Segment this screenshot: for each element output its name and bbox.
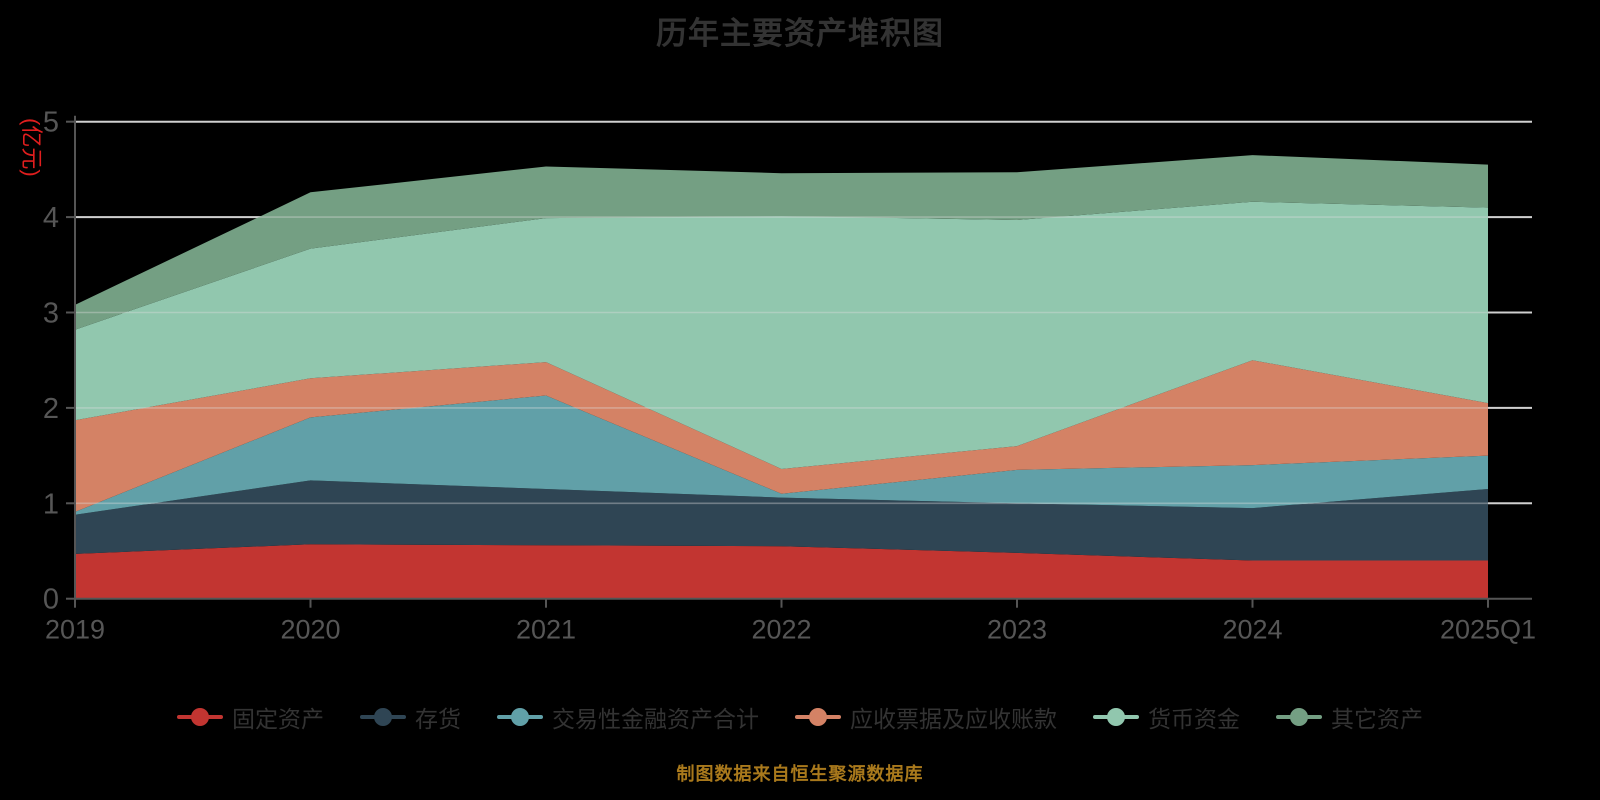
legend-label: 固定资产 (232, 706, 324, 732)
x-tick-label: 2020 (280, 615, 340, 645)
x-tick-label: 2021 (516, 615, 576, 645)
legend-item-5[interactable]: 其它资产 (1276, 700, 1423, 734)
legend-marker-icon (177, 708, 223, 726)
legend-marker-icon (1093, 708, 1139, 726)
legend-item-0[interactable]: 固定资产 (177, 700, 324, 734)
legend-label: 货币资金 (1148, 706, 1240, 732)
legend-marker-icon (1276, 708, 1322, 726)
x-tick-label: 2023 (987, 615, 1047, 645)
legend-label: 应收票据及应收账款 (850, 706, 1057, 732)
y-tick-label: 4 (43, 202, 59, 234)
x-tick-label: 2019 (45, 615, 105, 645)
series-area-0 (75, 544, 1488, 599)
legend-item-1[interactable]: 存货 (360, 700, 461, 734)
legend-marker-icon (497, 708, 543, 726)
x-tick-label: 2022 (751, 615, 811, 645)
series-area-1 (75, 480, 1488, 561)
legend-item-2[interactable]: 交易性金融资产合计 (497, 700, 759, 734)
legend-label: 存货 (415, 706, 461, 732)
legend-label: 交易性金融资产合计 (552, 706, 759, 732)
series-area-3 (75, 360, 1488, 512)
y-tick-label: 1 (43, 488, 59, 520)
data-source-note: 制图数据来自恒生聚源数据库 (676, 764, 924, 784)
x-tick-label: 2024 (1222, 615, 1282, 645)
legend-item-3[interactable]: 应收票据及应收账款 (795, 700, 1057, 734)
legend-marker-icon (795, 708, 841, 726)
series-area-4 (75, 201, 1488, 470)
y-axis-name: (亿元) (19, 118, 44, 177)
y-tick-label: 2 (43, 393, 59, 425)
chart-title: 历年主要资产堆积图 (656, 16, 944, 51)
legend-marker-icon (360, 708, 406, 726)
series-area-5 (75, 155, 1488, 330)
y-tick-label: 0 (43, 584, 59, 616)
y-tick-label: 5 (43, 107, 59, 139)
series-area-2 (75, 395, 1488, 515)
x-tick-label: 2025Q1 (1440, 615, 1536, 645)
y-tick-label: 3 (43, 298, 59, 330)
legend-item-4[interactable]: 货币资金 (1093, 700, 1240, 734)
legend: 固定资产 存货 交易性金融资产合计 应收票据及应收账款 货币资金 其它资产 (0, 700, 1600, 734)
legend-label: 其它资产 (1331, 706, 1423, 732)
